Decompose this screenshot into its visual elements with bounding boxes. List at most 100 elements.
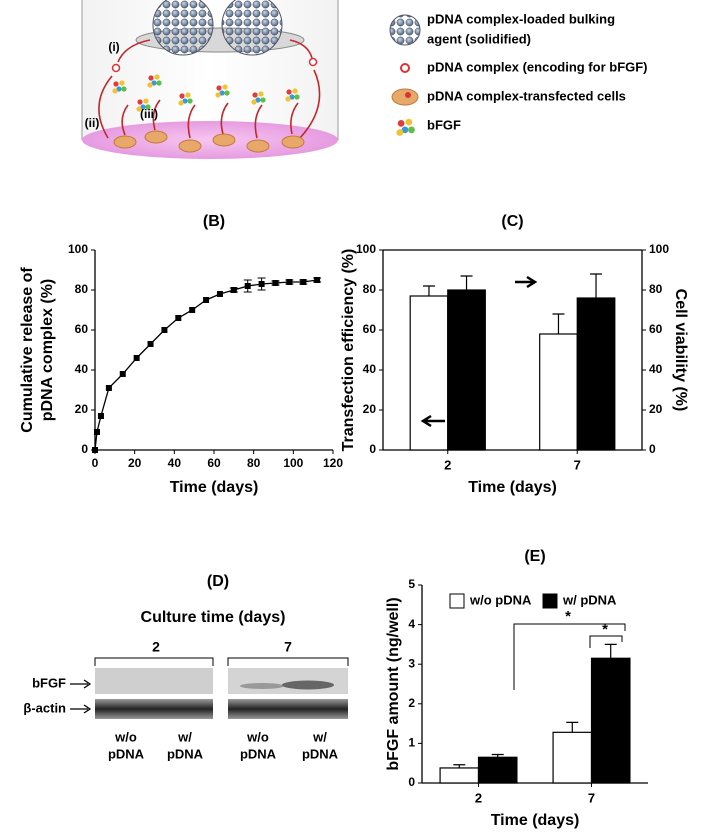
y-tick-label: 80	[363, 282, 377, 296]
chart-title: (E)	[524, 548, 545, 565]
y2-tick-label: 80	[649, 282, 663, 296]
y2-tick-label: 60	[649, 322, 663, 336]
y-tick-label: 1	[408, 736, 415, 750]
y2-tick-label: 0	[649, 442, 656, 456]
x-axis-label: Time (days)	[491, 812, 580, 829]
lane-label: pDNA	[302, 746, 339, 761]
x-axis-label: Time (days)	[468, 479, 557, 496]
blot-strip	[95, 699, 213, 719]
marker	[92, 447, 98, 453]
bar	[539, 333, 578, 451]
bar	[477, 756, 518, 784]
bfgf-icon	[182, 98, 188, 104]
bfgf-icon	[252, 92, 258, 98]
y-tick-label: 20	[75, 402, 89, 416]
group-label: 2	[152, 639, 160, 655]
arrow	[289, 39, 313, 59]
bfgf-icon	[215, 92, 221, 98]
legend-label: agent (solidified)	[427, 31, 531, 46]
y-tick-label: 0	[81, 442, 88, 456]
bfgf-icons	[112, 74, 415, 136]
chart-title: (C)	[501, 213, 523, 230]
bfgf-icon	[143, 98, 149, 104]
bfgf-icon	[112, 88, 118, 94]
cell	[178, 139, 202, 153]
marker	[105, 385, 112, 391]
error-bar	[460, 275, 473, 290]
error-bar	[590, 273, 603, 298]
bfgf-icon	[140, 104, 146, 110]
pdna-complex	[111, 63, 121, 73]
y-tick-label: 40	[75, 362, 89, 376]
y-axis-label: Transfection efficiency (%)	[340, 249, 357, 452]
marker	[216, 291, 223, 297]
bfgf-icon	[224, 90, 230, 96]
lane-label: pDNA	[108, 746, 145, 761]
legend-swatch	[542, 593, 558, 609]
row-label: bFGF	[32, 675, 66, 690]
pdna-complex	[308, 57, 318, 67]
y-tick-label: 80	[75, 282, 89, 296]
blot	[70, 657, 349, 719]
bfgf-icon	[258, 91, 264, 97]
x-tick-label: 60	[207, 456, 221, 470]
diagram-label: (iii)	[140, 107, 158, 121]
lane-label: pDNA	[167, 746, 204, 761]
arrow	[98, 75, 113, 139]
bfgf-icon	[179, 93, 185, 99]
bfgf-icon	[145, 104, 151, 110]
lane-label: pDNA	[240, 746, 277, 761]
x-tick-label: 80	[247, 456, 261, 470]
bar	[590, 657, 631, 784]
blot-strip	[95, 668, 213, 694]
legend-label: bFGF	[427, 117, 461, 132]
error-bar	[566, 721, 579, 733]
bfgf-icon	[396, 129, 404, 136]
bfgf-icon	[401, 126, 409, 134]
bfgf-icon	[151, 80, 157, 86]
marker	[175, 315, 182, 321]
arrow	[290, 102, 299, 135]
y-axis-label: bFGF amount (ng/well)	[385, 597, 402, 770]
bracket	[94, 657, 349, 666]
legend-label: w/o pDNA	[469, 592, 532, 607]
bfgf-icon	[286, 89, 292, 95]
y2-axis-label: Cell viability (%)	[672, 289, 689, 412]
x-axis-label: Time (days)	[170, 479, 259, 496]
arrows	[98, 39, 321, 139]
lane-label: w/o	[246, 729, 269, 744]
cell	[144, 130, 168, 144]
marker	[203, 297, 210, 303]
arrow	[121, 104, 129, 136]
y-tick-label: 100	[68, 242, 88, 256]
lane-label: w/	[177, 729, 192, 744]
bfgf-icon	[408, 126, 415, 134]
bfgf-icon	[219, 90, 225, 96]
cell	[246, 139, 270, 153]
y-tick-label: 0	[408, 775, 415, 789]
y-tick-label: 100	[356, 242, 376, 256]
diagram-label: (i)	[108, 40, 119, 54]
blot-strip	[228, 668, 348, 694]
marker	[189, 307, 196, 313]
y2-tick-label: 100	[649, 242, 669, 256]
bfgf-icon	[251, 99, 257, 105]
bfgf-icon	[222, 84, 228, 90]
x-tick-label: 100	[283, 456, 303, 470]
x-tick-label: 120	[323, 456, 343, 470]
bar	[552, 731, 593, 784]
marker	[147, 341, 154, 347]
bfgf-icon	[289, 94, 295, 100]
y-tick-label: 3	[408, 656, 415, 670]
marker	[230, 287, 237, 293]
bfgf-icon	[285, 96, 291, 102]
y-tick-label: 40	[363, 362, 377, 376]
diagram-label: (ii)	[85, 116, 100, 130]
legend-swatch	[449, 593, 465, 609]
y-tick-label: 60	[75, 322, 89, 336]
blot-strip	[228, 699, 348, 719]
y-tick-label: 0	[369, 442, 376, 456]
bar	[409, 295, 449, 451]
marker	[314, 277, 321, 283]
